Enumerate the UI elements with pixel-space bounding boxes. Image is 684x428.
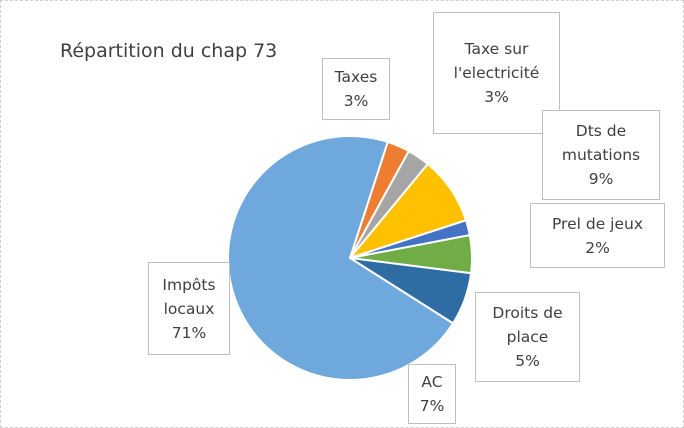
data-label: AC 7%: [408, 364, 456, 424]
label-name: Dts de mutations: [561, 122, 641, 164]
label-value: 3%: [484, 88, 509, 106]
label-name: Taxe sur l'electricité: [453, 40, 540, 82]
data-label: Prel de jeux 2%: [530, 203, 665, 268]
label-name: Droits de place: [492, 304, 563, 346]
pie-slice: [227, 135, 455, 381]
label-value: 7%: [419, 397, 445, 415]
label-name: Taxes: [334, 68, 378, 86]
label-name: Impôts locaux: [162, 275, 216, 318]
data-label: Droits de place 5%: [475, 292, 580, 382]
label-value: 2%: [585, 238, 610, 257]
data-label: Dts de mutations 9%: [542, 110, 660, 200]
data-label: Taxe sur l'electricité 3%: [433, 12, 560, 134]
data-label: Impôts locaux 71%: [148, 262, 230, 355]
chart-title: Répartition du chap 73: [60, 40, 278, 62]
label-value: 71%: [171, 323, 207, 342]
label-name: AC: [421, 373, 443, 391]
data-label: Taxes 3%: [322, 58, 390, 120]
label-value: 5%: [515, 352, 540, 370]
label-value: 3%: [343, 92, 369, 110]
label-value: 9%: [588, 170, 614, 188]
label-name: Prel de jeux: [551, 214, 644, 233]
